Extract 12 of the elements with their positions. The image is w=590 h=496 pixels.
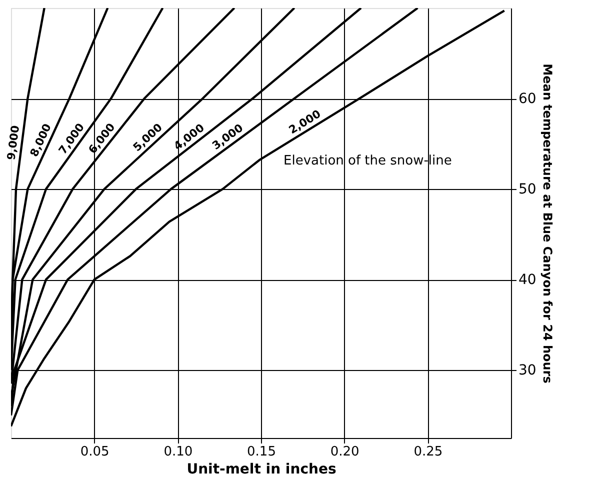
y-tick-label: 50 (518, 182, 536, 198)
x-tick-label: 0.10 (164, 444, 193, 460)
y-axis-title: Mean temperature at Blue Canyon for 24 hours (540, 64, 554, 384)
x-axis-title: Unit-melt in inches (186, 462, 336, 478)
y-tick-label: 40 (518, 272, 536, 288)
x-tick-label: 0.05 (80, 444, 110, 460)
x-tick-label: 0.15 (247, 444, 276, 460)
y-tick-label: 30 (518, 362, 536, 379)
text: 9,000 (4, 124, 22, 161)
y-tick-label: 60 (518, 91, 536, 108)
x-tick-label: 0.20 (330, 444, 360, 460)
x-tick-label: 0.25 (414, 444, 443, 460)
